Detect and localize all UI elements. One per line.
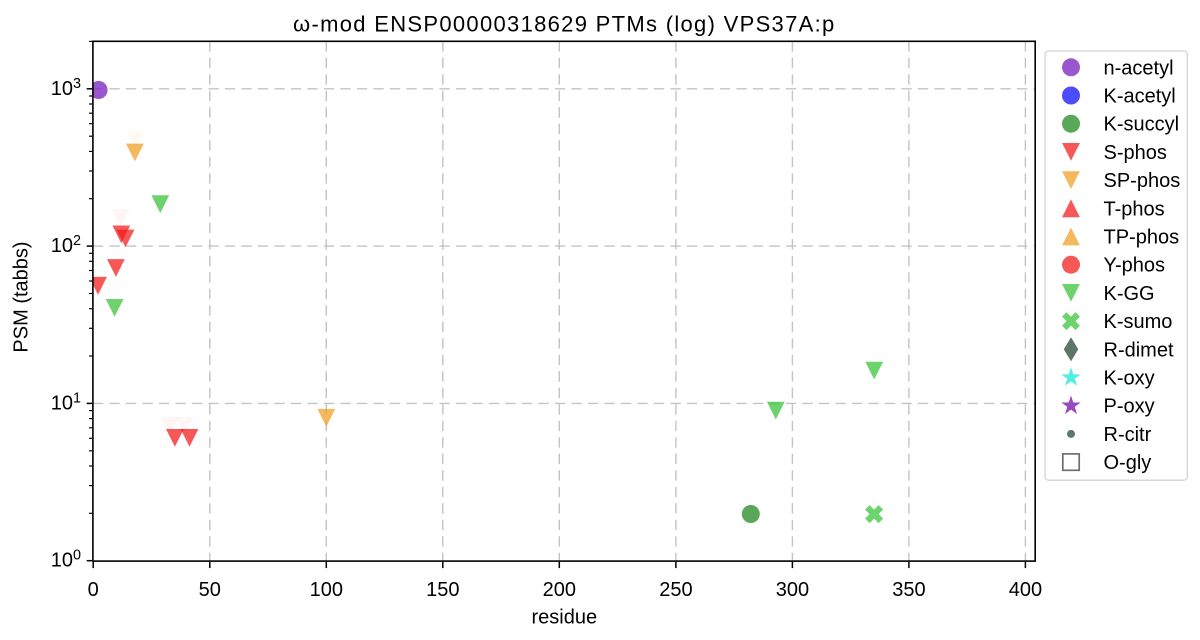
svg-text:250: 250 [659,579,692,601]
svg-text:SP-phos: SP-phos [1104,170,1181,192]
svg-text:P-oxy: P-oxy [1104,396,1155,418]
svg-text:K-GG: K-GG [1104,283,1155,305]
svg-text:n-acetyl: n-acetyl [1104,57,1174,79]
svg-text:50: 50 [199,579,221,601]
svg-text:300: 300 [776,579,809,601]
svg-text:K-acetyl: K-acetyl [1104,86,1176,108]
svg-text:0: 0 [88,579,99,601]
svg-text:residue: residue [531,607,597,629]
svg-text:R-dimet: R-dimet [1104,339,1174,361]
svg-text:200: 200 [543,579,576,601]
svg-text:S-phos: S-phos [1104,142,1167,164]
svg-text:ω-mod ENSP00000318629 PTMs (lo: ω-mod ENSP00000318629 PTMs (log) VPS37A:… [293,11,836,36]
svg-text:100: 100 [310,579,343,601]
svg-text:Y-phos: Y-phos [1104,255,1166,277]
svg-text:150: 150 [426,579,459,601]
svg-text:R-citr: R-citr [1104,424,1152,446]
svg-text:K-succyl: K-succyl [1104,114,1180,136]
svg-text:400: 400 [1009,579,1042,601]
svg-text:T-phos: T-phos [1104,198,1165,220]
svg-text:350: 350 [892,579,925,601]
svg-text:K-sumo: K-sumo [1104,311,1173,333]
svg-text:PSM (tabbs): PSM (tabbs) [11,241,33,352]
svg-text:O-gly: O-gly [1104,452,1152,474]
svg-text:K-oxy: K-oxy [1104,368,1155,390]
svg-text:TP-phos: TP-phos [1104,227,1180,249]
